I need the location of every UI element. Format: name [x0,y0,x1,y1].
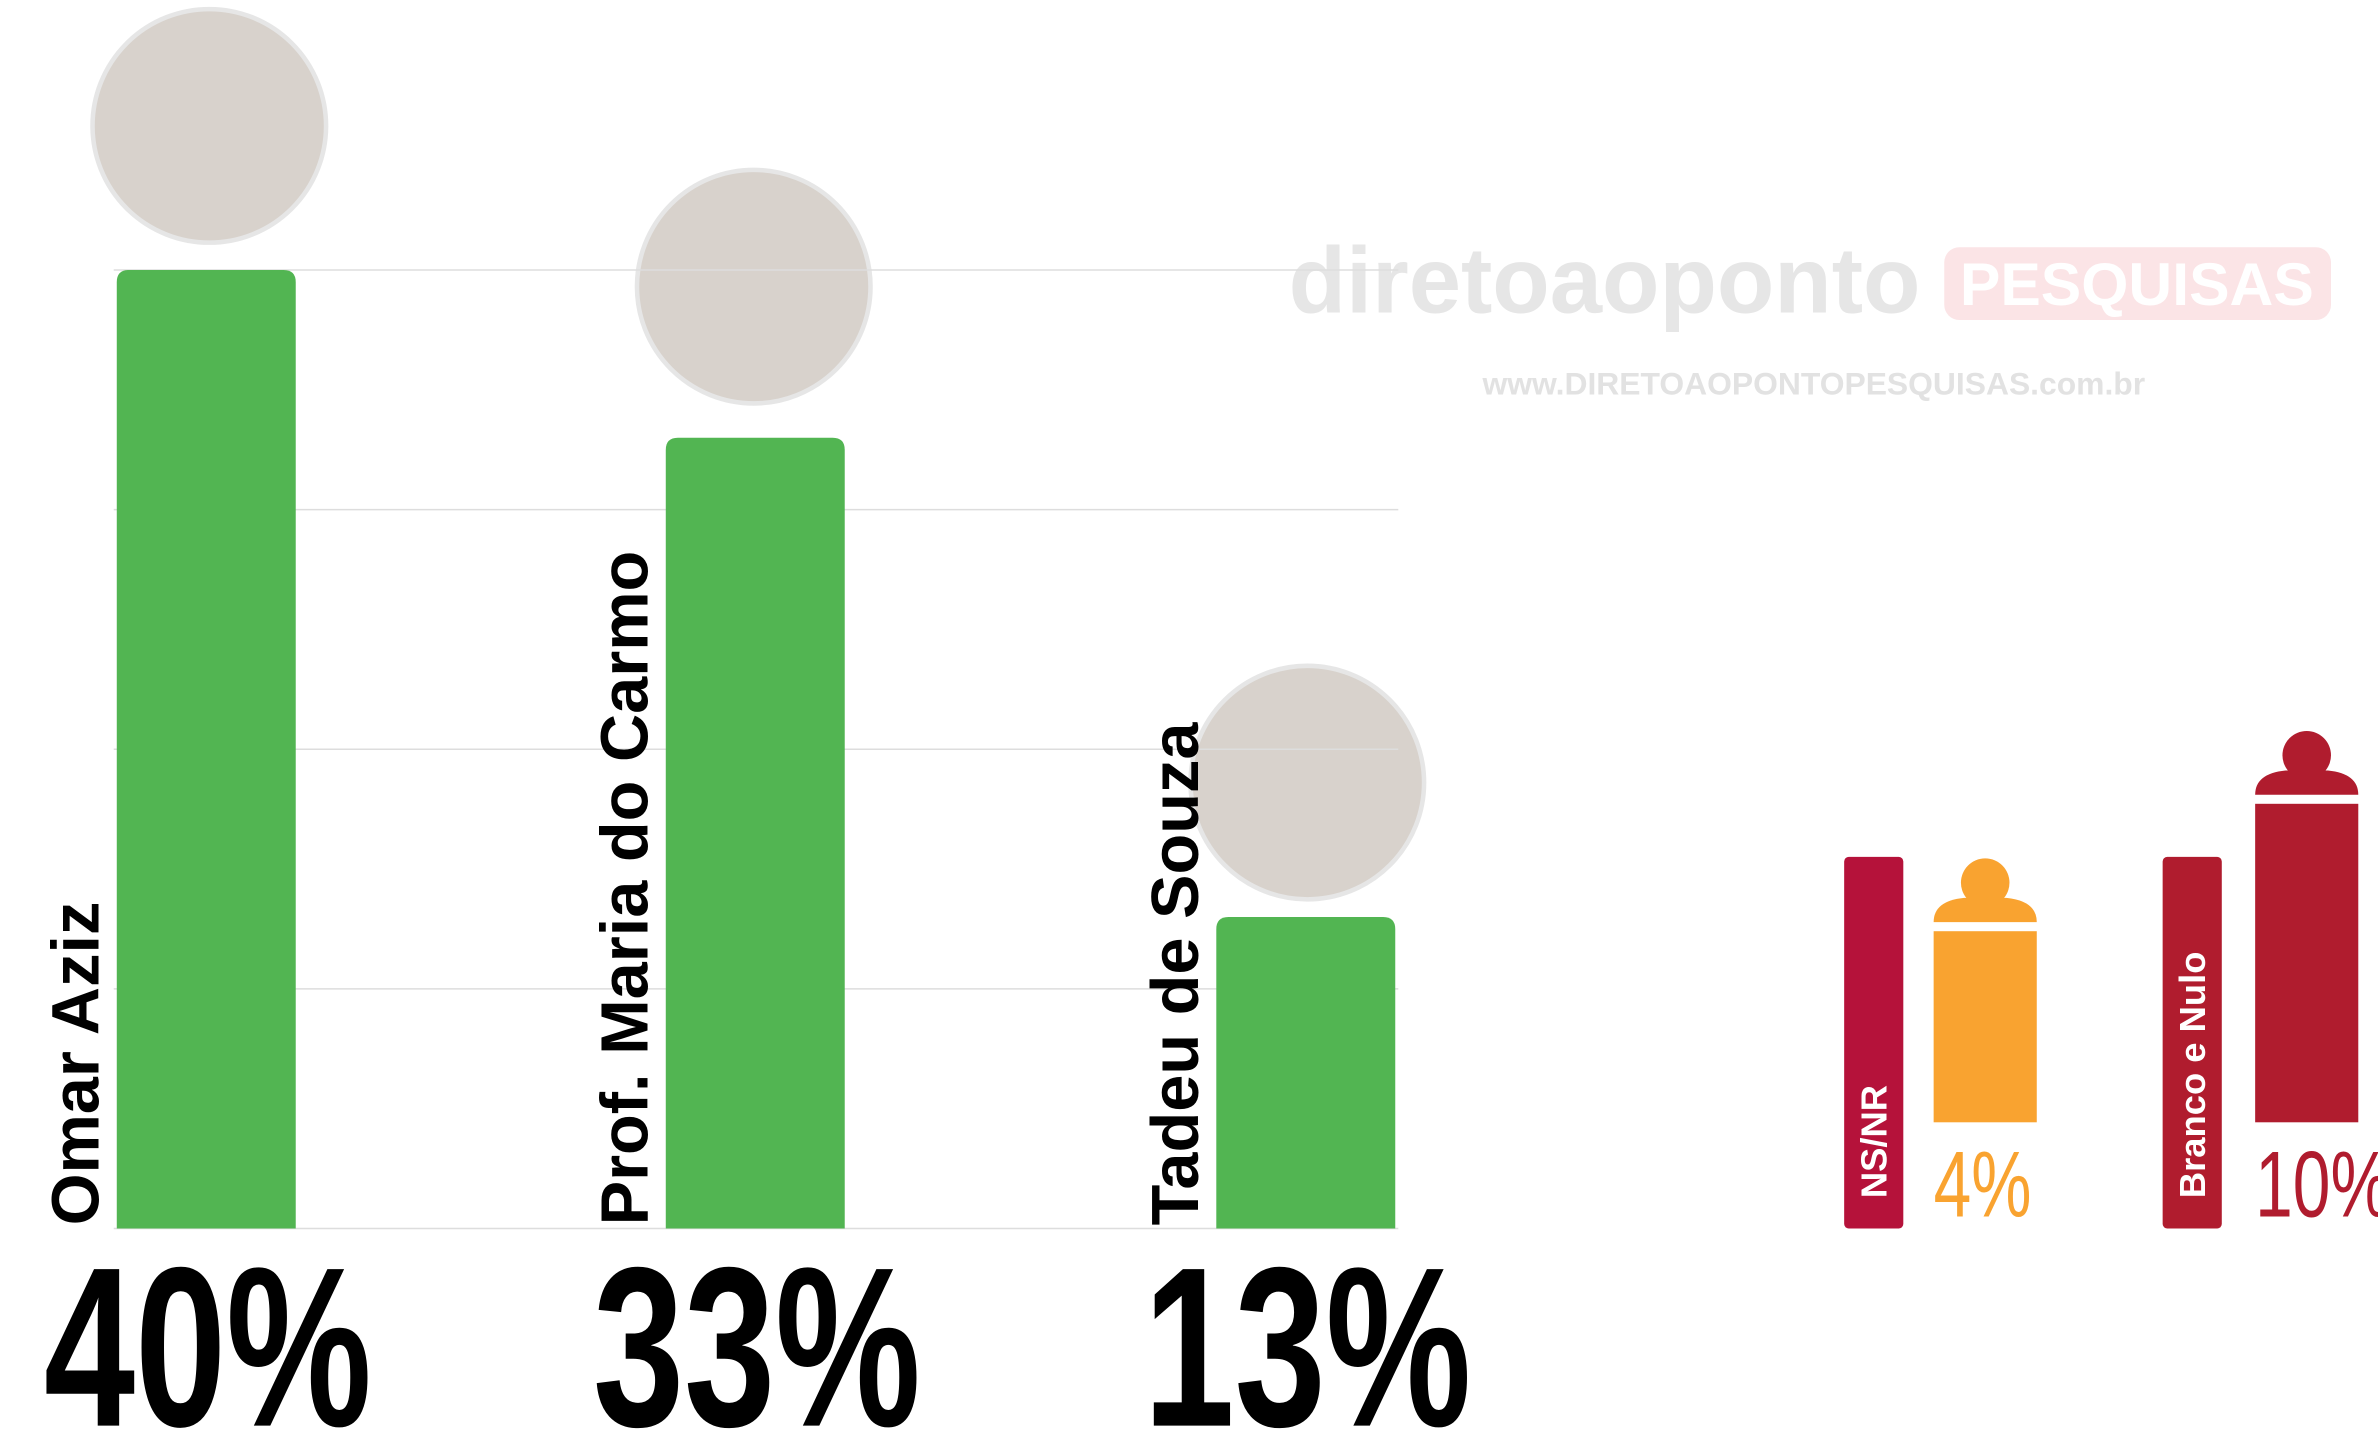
side-band [1844,856,1904,1229]
category-label: Tadeu de Souza [1139,722,1213,1226]
category-label: Omar Aziz [40,902,114,1226]
icon-head [1960,858,2010,907]
bar [116,269,296,1229]
other-label: 4% [1934,1133,2032,1237]
bar [1216,916,1396,1229]
icon-body [2255,803,2359,1123]
icon-shoulders [1933,897,2037,923]
value-label: 33% [593,1221,921,1442]
other-name: Branco e Nulo [2172,952,2213,1199]
candidate-photo [1188,663,1427,902]
watermark-tag: PESQUISAS [1960,250,2314,318]
value-label: 13% [1144,1221,1472,1442]
watermark-url: www.DIRETOAOPONTOPESQUISAS.com.br [1482,365,2146,401]
watermark-brand: diretoaoponto [1289,227,1921,332]
side-band [2162,856,2222,1229]
bar [665,437,845,1229]
icon-head [2282,731,2331,780]
value-label: 40% [44,1221,372,1442]
candidate-photo [90,6,329,245]
icon-shoulders [2255,770,2359,795]
icon-body [1933,931,2037,1123]
candidate-photo [634,167,873,406]
other-name: NS/NR [1854,1085,1895,1198]
category-label: Prof. Maria do Carmo [589,551,663,1226]
watermark-tag-box [1944,247,2331,321]
other-label: 10% [2255,1133,2378,1237]
